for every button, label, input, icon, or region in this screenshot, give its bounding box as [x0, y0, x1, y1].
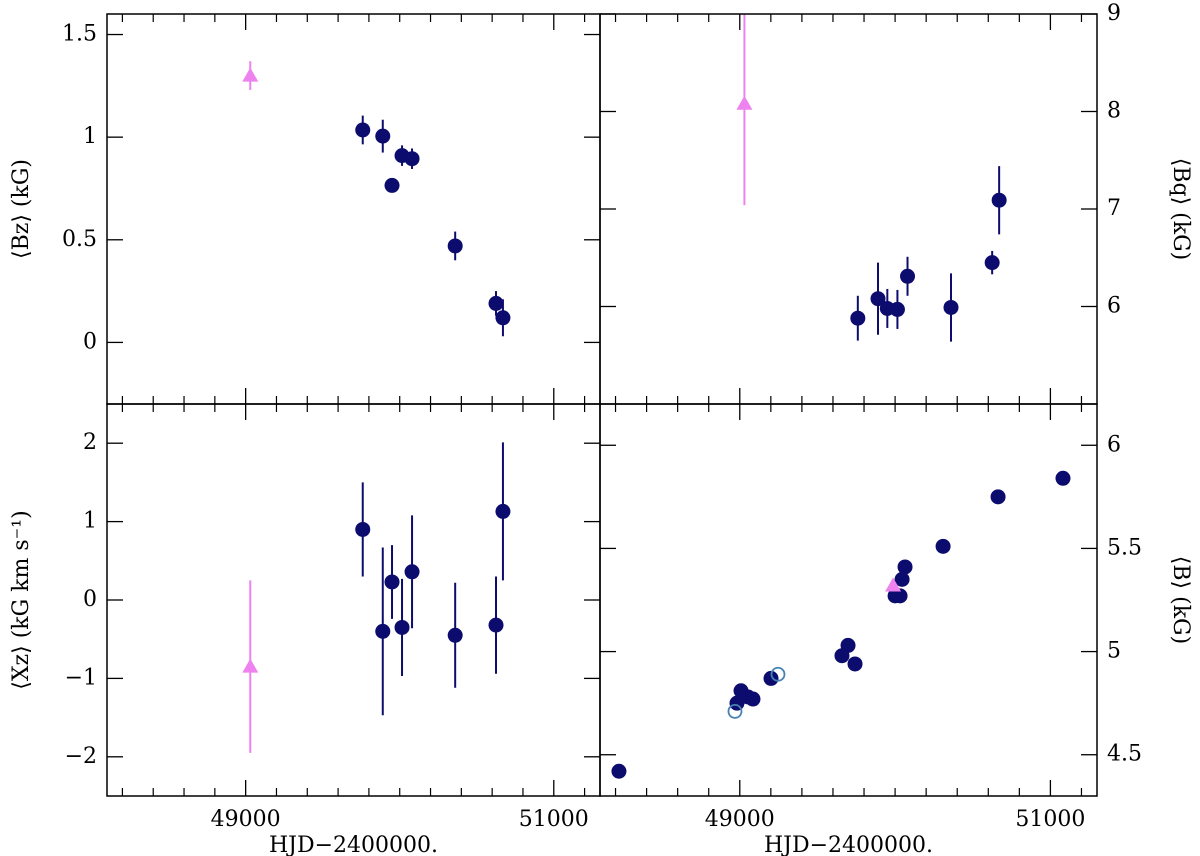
point — [495, 503, 511, 519]
point — [375, 623, 391, 639]
x-tick-label: 51000 — [519, 807, 589, 832]
point — [892, 588, 908, 604]
point — [984, 255, 1000, 271]
point — [870, 291, 886, 307]
plot-area — [736, 14, 1007, 342]
y-tick-label: 6 — [1107, 294, 1121, 319]
point — [394, 619, 410, 635]
y-axis-label: ⟨Xz⟩ (kG km s⁻¹) — [9, 510, 34, 689]
point — [736, 95, 753, 110]
point — [847, 656, 863, 672]
point — [242, 658, 259, 673]
frame — [106, 403, 601, 797]
point — [943, 299, 959, 315]
x-tick-label: 51000 — [1015, 807, 1085, 832]
point — [763, 670, 779, 686]
point — [727, 704, 743, 719]
y-tick-label: 7 — [1107, 196, 1121, 221]
x-axis-label: HJD−2400000. — [764, 833, 933, 856]
point — [897, 559, 913, 575]
y-tick-label: 1.5 — [62, 22, 97, 47]
y-tick-label: 0.5 — [62, 227, 97, 252]
y-tick-label: 1 — [83, 124, 97, 149]
y-tick-label: 5 — [1107, 639, 1121, 664]
point — [447, 238, 463, 254]
y-tick-label: 5.5 — [1107, 535, 1142, 560]
point — [885, 577, 902, 592]
point — [1055, 470, 1071, 486]
point — [404, 564, 420, 580]
y-tick-label: −1 — [65, 665, 97, 690]
frame — [106, 13, 601, 405]
point — [840, 637, 856, 653]
y-tick-label: 0 — [83, 587, 97, 612]
frame — [599, 403, 1098, 797]
point — [384, 574, 400, 590]
point — [404, 151, 420, 167]
y-tick-label: 2 — [83, 430, 97, 455]
frame — [599, 13, 1098, 405]
point — [990, 489, 1006, 505]
y-axis-label: ⟨Bq⟩ (kG) — [1168, 158, 1193, 260]
point — [495, 310, 511, 326]
y-axis-label: ⟨Bz⟩ (kG) — [9, 159, 34, 259]
point — [991, 192, 1007, 208]
point — [488, 617, 504, 633]
point — [935, 538, 951, 554]
y-tick-label: 0 — [83, 329, 97, 354]
point — [242, 67, 259, 82]
point — [611, 763, 627, 779]
point — [894, 571, 910, 587]
y-axis-label: ⟨B⟩ (kG) — [1168, 556, 1193, 644]
plot-area — [611, 470, 1071, 779]
plot-area — [242, 442, 511, 753]
point — [447, 627, 463, 643]
y-tick-label: 6 — [1107, 432, 1121, 457]
point — [770, 666, 786, 682]
point — [900, 268, 916, 284]
plot-area — [242, 61, 511, 337]
point — [850, 310, 866, 326]
x-tick-label: 49000 — [705, 807, 775, 832]
point — [375, 128, 391, 144]
y-tick-label: 1 — [83, 509, 97, 534]
point — [355, 521, 371, 537]
point — [745, 691, 761, 707]
point — [355, 122, 371, 138]
x-tick-label: 49000 — [211, 807, 281, 832]
point — [889, 301, 905, 317]
x-axis-label: HJD−2400000. — [269, 833, 438, 856]
point — [488, 295, 504, 311]
point — [384, 177, 400, 193]
y-tick-label: −2 — [65, 744, 97, 769]
y-tick-label: 9 — [1107, 1, 1121, 26]
y-tick-label: 4.5 — [1107, 742, 1142, 767]
y-tick-label: 8 — [1107, 99, 1121, 124]
